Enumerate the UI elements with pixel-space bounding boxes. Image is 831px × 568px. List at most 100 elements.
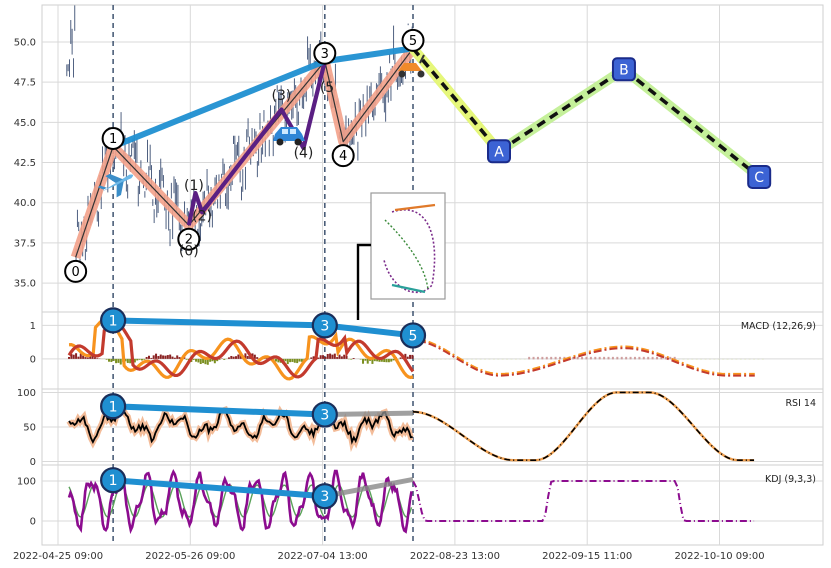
kdj-markers: 13 xyxy=(100,467,338,510)
price-ytick-label: 37.5 xyxy=(14,238,36,249)
macd-layer xyxy=(67,317,764,381)
macd-histogram-bar xyxy=(704,358,707,360)
wave-number-label: 3 xyxy=(321,47,329,62)
macd-histogram-bar xyxy=(246,356,249,359)
macd-histogram-bar xyxy=(126,358,129,363)
macd-histogram-bar xyxy=(510,358,513,360)
kdj-title: KDJ (9,3,3) xyxy=(765,474,816,485)
macd-histogram-bar xyxy=(136,358,139,361)
subwave-label: (1) xyxy=(184,178,204,194)
macd-histogram-bar xyxy=(275,358,278,362)
macd-histogram-bar xyxy=(159,354,162,359)
macd-histogram-bar xyxy=(501,358,504,360)
macd-histogram-bar xyxy=(364,358,367,361)
macd-histogram-bar xyxy=(413,358,416,360)
price-ytick-label: 47.5 xyxy=(14,78,36,89)
wave-number-marker xyxy=(331,144,355,168)
macd-histogram-bar xyxy=(312,356,315,359)
macd-histogram-bar xyxy=(753,358,756,360)
macd-histogram-bar xyxy=(218,358,221,360)
macd-histogram-bar xyxy=(326,353,329,359)
macd-histogram-bar xyxy=(735,358,738,360)
macd-histogram-bar xyxy=(110,358,113,362)
macd-markers: 1 3 5 xyxy=(100,307,427,349)
plane-wing xyxy=(105,173,123,184)
kdj-marker xyxy=(100,467,127,494)
macd-histogram-bar xyxy=(409,354,412,359)
price-ytick-label: 42.5 xyxy=(14,158,36,169)
macd-histogram-bar xyxy=(178,357,181,359)
macd-histogram-bar xyxy=(492,358,495,360)
macd-marker-label: 3 xyxy=(320,318,329,334)
rsi-marker-label: 1 xyxy=(109,399,118,415)
macd-histogram-bar xyxy=(331,354,334,359)
macd-histogram-bar xyxy=(235,356,238,359)
scooter-handle xyxy=(419,54,425,64)
macd-histogram-bar xyxy=(633,356,636,360)
x-tick-label: 2022-07-04 13:00 xyxy=(278,551,368,562)
macd-histogram-bar xyxy=(195,358,198,362)
rsi-trend-line xyxy=(113,403,325,418)
kdj-projection xyxy=(412,480,755,522)
macd-histogram-bar xyxy=(664,356,667,360)
macd-histogram-bar xyxy=(669,356,672,360)
macd-marker-label: 5 xyxy=(409,328,418,344)
rsi-grey-trend xyxy=(324,410,414,418)
subwave-label: (3) xyxy=(272,88,292,104)
macd-marker-label: 1 xyxy=(109,313,118,329)
macd-histogram-bar xyxy=(340,356,343,359)
inset-curve xyxy=(384,219,429,291)
macd-histogram-bar xyxy=(519,358,522,360)
macd-histogram-bar xyxy=(197,358,200,363)
macd-histogram-bar xyxy=(563,356,566,360)
macd-histogram-bar xyxy=(171,356,174,359)
rsi-ytick-label: 100 xyxy=(17,388,36,399)
car-body xyxy=(273,127,305,141)
macd-histogram-bar xyxy=(466,358,469,360)
macd-histogram-bar xyxy=(722,358,725,360)
macd-histogram-bar xyxy=(202,358,205,364)
price-ytick-label: 45.0 xyxy=(14,118,36,129)
macd-histogram-bar xyxy=(625,356,628,360)
macd-histogram-bar xyxy=(298,358,301,362)
scooter-wheel xyxy=(417,70,425,78)
macd-histogram-bar xyxy=(439,358,442,360)
projection-label: C xyxy=(754,170,764,186)
macd-histogram-bar xyxy=(378,358,381,362)
macd-histogram-bar xyxy=(642,356,645,360)
car-window xyxy=(282,129,288,134)
projection-marker xyxy=(487,139,511,164)
macd-histogram-bar xyxy=(678,358,681,360)
macd-histogram-bar xyxy=(317,357,320,359)
subwave-line xyxy=(186,60,327,226)
macd-histogram-bar xyxy=(296,358,299,364)
macd-histogram-bar xyxy=(213,358,216,364)
macd-histogram-bar xyxy=(362,358,365,364)
macd-histogram-bar xyxy=(192,358,195,360)
subwave-label: (5 xyxy=(320,80,334,96)
macd-histogram-bar xyxy=(75,353,78,359)
macd-histogram-bar xyxy=(550,356,553,360)
projection-marker xyxy=(611,57,636,82)
macd-histogram-bar xyxy=(406,356,409,359)
macd-histogram-bar xyxy=(112,358,115,361)
x-tick-label: 2022-05-26 09:00 xyxy=(145,551,235,562)
macd-projection xyxy=(412,337,755,375)
macd-histogram-bar xyxy=(453,358,456,360)
macd-histogram-bar xyxy=(603,356,606,360)
macd-histogram-bar xyxy=(289,358,292,363)
macd-histogram-bar xyxy=(164,355,167,359)
macd-histogram-bar xyxy=(484,358,487,360)
rsi-ytick-label: 0 xyxy=(30,457,36,468)
rsi-line xyxy=(68,403,413,445)
macd-histogram-bar xyxy=(647,356,650,360)
macd-histogram-bar xyxy=(117,358,120,363)
macd-histogram-bar xyxy=(682,358,685,360)
kdj-grey-trend xyxy=(324,476,414,499)
macd-histogram-bar xyxy=(422,358,425,360)
macd-histogram-bar xyxy=(404,353,407,359)
macd-histogram-bar xyxy=(470,358,473,360)
macd-histogram-bar xyxy=(598,356,601,360)
wave-number-marker xyxy=(177,227,201,251)
